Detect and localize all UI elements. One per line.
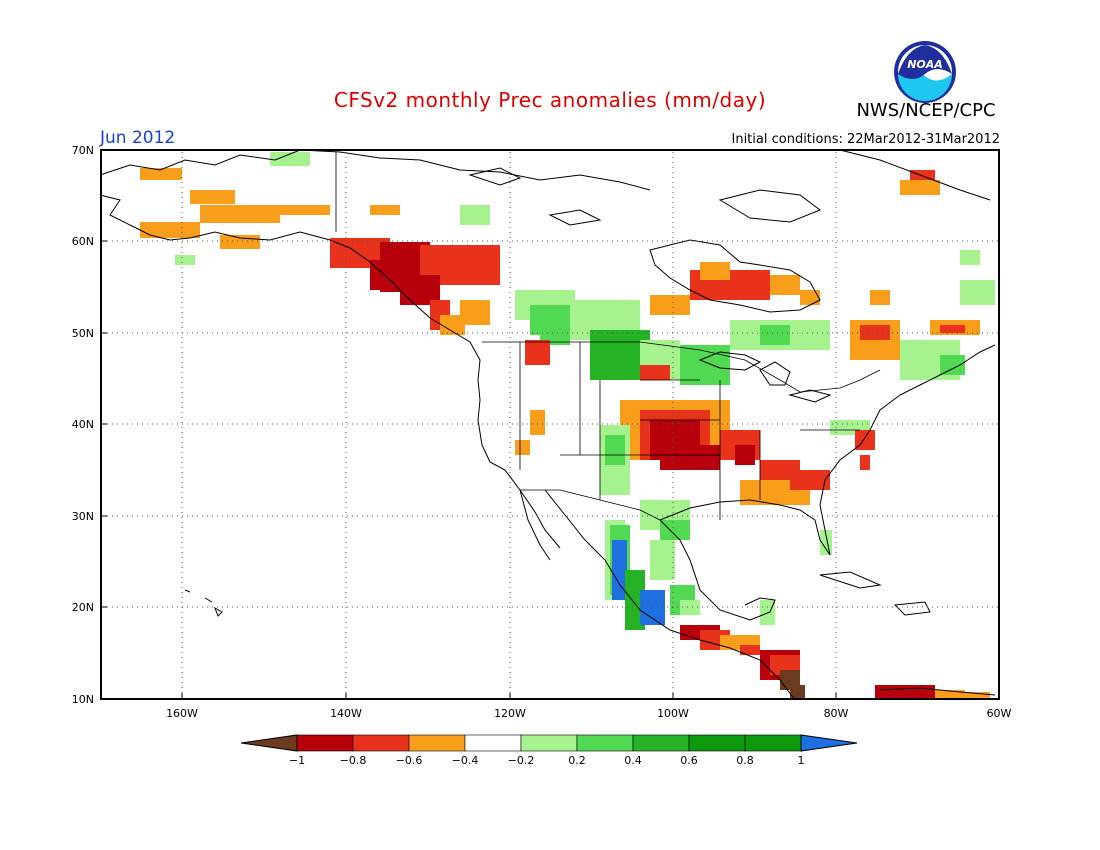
lon-label-100w: 100W — [657, 707, 689, 720]
colorbar-label: −0.4 — [452, 754, 479, 767]
lon-label-140w: 140W — [330, 707, 362, 720]
colorbar-segment — [744, 734, 802, 752]
anomaly-cell — [515, 440, 530, 455]
map-title: CFSv2 monthly Prec anomalies (mm/day) — [333, 88, 767, 112]
lon-label-80w: 80W — [824, 707, 849, 720]
lon-label-120w: 120W — [494, 707, 526, 720]
colorbar-segment — [464, 734, 522, 752]
anomaly-cell — [870, 290, 890, 305]
lat-label-70n: 70N — [72, 144, 94, 157]
lat-label-20n: 20N — [72, 601, 94, 614]
lat-label-60n: 60N — [72, 235, 94, 248]
lon-label-160w: 160W — [166, 707, 198, 720]
month-label: Jun 2012 — [100, 128, 176, 148]
anomaly-cell — [270, 152, 310, 166]
noaa-logo-text: NOAA — [907, 58, 943, 71]
anomaly-cell — [140, 168, 182, 180]
lat-label-30n: 30N — [72, 510, 94, 523]
lat-label-40n: 40N — [72, 418, 94, 431]
noaa-logo-icon: NOAA — [894, 41, 956, 103]
graticule — [102, 152, 998, 698]
anomaly-cell — [530, 410, 545, 435]
colorbar-label: −0.2 — [508, 754, 535, 767]
coastlines — [99, 149, 996, 701]
anomaly-cell — [525, 340, 550, 365]
anomaly-cell — [175, 255, 195, 265]
anomaly-cell — [605, 435, 625, 465]
longitude-labels: 160W 140W 120W 100W 80W 60W — [166, 707, 1011, 720]
anomaly-cell — [960, 250, 980, 265]
anomaly-cell — [940, 355, 965, 375]
axis-ticks — [101, 149, 837, 699]
colorbar-segment — [296, 734, 354, 752]
anomaly-cell — [660, 445, 720, 470]
anomaly-cell — [370, 260, 390, 290]
colorbar-segment — [576, 734, 634, 752]
anomaly-cell — [190, 190, 235, 204]
anomaly-cell — [860, 455, 870, 470]
anomaly-cell — [640, 365, 670, 380]
anomaly-cell — [935, 690, 965, 699]
lon-label-60w: 60W — [987, 707, 1012, 720]
initial-conditions-label: Initial conditions: 22Mar2012-31Mar2012 — [731, 132, 1001, 147]
colorbar-label: −0.8 — [340, 754, 367, 767]
colorbar: −1 −0.8 −0.6 −0.4 −0.2 0.2 0.4 0.6 0.8 1 — [240, 734, 858, 767]
anomaly-cell — [200, 205, 280, 223]
anomaly-cell — [660, 520, 690, 540]
anomaly-cell — [790, 685, 805, 699]
anomaly-cell — [960, 280, 995, 305]
anomaly-shading — [140, 152, 995, 699]
colorbar-arrow-low — [240, 734, 298, 752]
latitude-labels: 70N 60N 50N 40N 30N 20N 10N — [72, 144, 94, 706]
colorbar-segment — [520, 734, 578, 752]
anomaly-cell — [612, 540, 627, 600]
anomaly-cell — [760, 325, 790, 345]
colorbar-segment — [632, 734, 690, 752]
anomaly-cell — [650, 295, 690, 315]
anomaly-cell — [790, 470, 830, 490]
colorbar-label: −1 — [289, 754, 305, 767]
colorbar-label: 0.8 — [736, 754, 754, 767]
anomaly-cell — [700, 262, 730, 280]
anomaly-cell — [735, 445, 755, 465]
anomaly-cell — [740, 645, 760, 655]
anomaly-cell — [280, 205, 330, 215]
anomaly-cell — [680, 345, 730, 385]
colorbar-arrow-high — [800, 734, 858, 752]
anomaly-cell — [770, 275, 800, 295]
anomaly-cell — [680, 600, 700, 615]
anomaly-cell — [460, 205, 490, 225]
colorbar-segment — [408, 734, 466, 752]
colorbar-label: 0.4 — [624, 754, 642, 767]
colorbar-label: 0.6 — [680, 754, 698, 767]
colorbar-segment — [688, 734, 746, 752]
anomaly-cell — [875, 685, 935, 699]
anomaly-cell — [900, 180, 940, 195]
borders — [335, 152, 881, 521]
colorbar-label: −0.6 — [396, 754, 423, 767]
anomaly-cell — [370, 205, 400, 215]
anomaly-cell — [910, 170, 935, 180]
anomaly-cell — [940, 325, 965, 333]
colorbar-label: 0.2 — [568, 754, 586, 767]
colorbar-segment — [352, 734, 410, 752]
anomaly-cell — [800, 290, 820, 305]
anomaly-cell — [650, 540, 675, 580]
agency-label: NWS/NCEP/CPC — [856, 100, 996, 121]
anomaly-cell — [860, 325, 890, 340]
colorbar-label: 1 — [798, 754, 805, 767]
anomaly-cell — [440, 315, 465, 335]
lat-label-10n: 10N — [72, 693, 94, 706]
anomaly-cell — [965, 692, 990, 699]
anomaly-cell — [140, 222, 200, 238]
lat-label-50n: 50N — [72, 327, 94, 340]
anomaly-cell — [220, 235, 260, 249]
